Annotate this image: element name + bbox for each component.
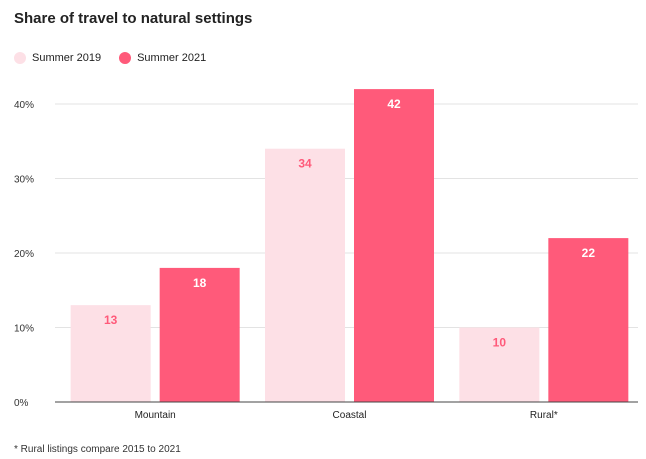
legend-swatch-summer-2019 bbox=[14, 52, 26, 64]
data-label: 34 bbox=[298, 157, 312, 171]
legend-item-summer-2021: Summer 2021 bbox=[119, 52, 206, 64]
bar bbox=[70, 305, 151, 402]
bar-chart: 0% 10% 20% 30% 40% 13 18 Mountain 34 42 Coastal 10 2… bbox=[14, 89, 638, 421]
bar bbox=[159, 267, 240, 402]
bar bbox=[459, 327, 540, 402]
data-label: 13 bbox=[104, 313, 118, 327]
footnote: * Rural listings compare 2015 to 2021 bbox=[14, 444, 181, 455]
y-tick-label: 30% bbox=[14, 175, 34, 186]
bar bbox=[265, 148, 345, 402]
data-label: 42 bbox=[387, 97, 401, 111]
y-tick-label: 40% bbox=[14, 100, 34, 111]
legend-item-summer-2019: Summer 2019 bbox=[14, 52, 101, 64]
y-tick-label: 0% bbox=[14, 398, 29, 409]
data-label: 22 bbox=[582, 246, 596, 260]
legend-swatch-summer-2021 bbox=[119, 52, 132, 64]
data-label: 18 bbox=[193, 276, 207, 290]
bar bbox=[354, 89, 434, 402]
legend: Summer 2019 Summer 2021 bbox=[14, 52, 224, 64]
x-tick-label: Coastal bbox=[333, 410, 367, 421]
x-tick-label: Rural* bbox=[530, 410, 558, 421]
y-tick-label: 10% bbox=[14, 324, 34, 335]
x-tick-label: Mountain bbox=[135, 410, 176, 421]
chart-title: Share of travel to natural settings bbox=[14, 10, 253, 27]
y-tick-label: 20% bbox=[14, 249, 34, 260]
legend-label-summer-2019: Summer 2019 bbox=[32, 52, 102, 64]
bar bbox=[548, 238, 629, 402]
legend-label-summer-2021: Summer 2021 bbox=[137, 52, 207, 64]
data-label: 10 bbox=[493, 336, 507, 350]
